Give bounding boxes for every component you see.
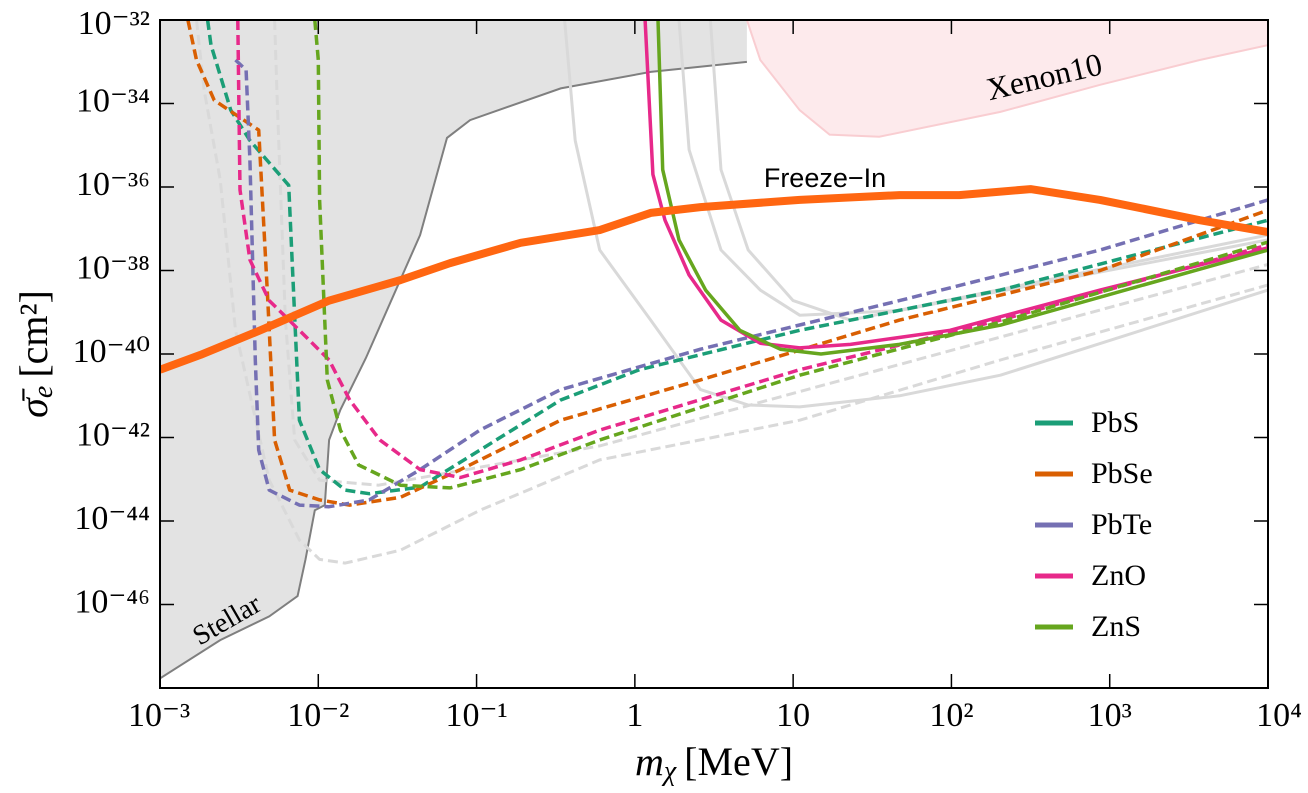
freeze-in-label: Freeze−In: [764, 163, 886, 193]
y-tick-label: 10⁻³⁶: [76, 166, 150, 203]
legend-label: PbSe: [1091, 457, 1153, 490]
x-tick-label: 10: [776, 697, 810, 734]
curve: [563, 20, 1268, 409]
curve: [708, 20, 1268, 322]
region-boundary: [160, 60, 748, 680]
curve: [236, 20, 1268, 480]
legend-label: PbTe: [1091, 508, 1152, 541]
x-tick-label: 1: [626, 697, 643, 734]
x-tick-label: 10³: [1088, 697, 1132, 734]
x-tick-label: 10²: [929, 697, 973, 734]
y-axis-label: σ̄e[cm²]: [11, 290, 59, 418]
y-tick-label: 10⁻⁴²: [76, 416, 150, 453]
y-tick-label: 10⁻³⁴: [76, 82, 150, 119]
x-tick-label: 10⁻¹: [446, 697, 508, 734]
legend-label: PbS: [1091, 406, 1139, 439]
freeze-in-line: [160, 185, 1268, 374]
x-label-subscript: χ: [661, 756, 677, 787]
y-tick-label: 10⁻⁴⁶: [74, 583, 150, 620]
plot-area: [160, 20, 1268, 680]
legend-label: ZnS: [1091, 610, 1141, 643]
x-tick-label: 10⁴: [1256, 697, 1302, 734]
x-label-unit: [MeV]: [684, 739, 793, 784]
y-label-subscript: e: [28, 386, 59, 398]
y-tick-label: 10⁻³⁸: [76, 249, 150, 286]
x-label-symbol: m: [635, 739, 664, 784]
y-tick-label: 10⁻⁴⁰: [73, 333, 150, 370]
region-fill: [746, 20, 1268, 137]
curve: [656, 20, 1268, 356]
curve: [313, 20, 1268, 490]
y-label-unit: [cm²]: [11, 290, 56, 378]
region-boundary: [745, 20, 1268, 138]
x-axis-label: mχ [MeV]: [635, 739, 793, 787]
x-tick-label: 10⁻²: [287, 697, 349, 734]
y-tick-label: 10⁻³²: [78, 5, 150, 42]
x-tick-label: 10⁻³: [128, 697, 190, 734]
curve: [234, 58, 1268, 509]
curve: [195, 20, 1268, 565]
region-fill: [160, 20, 747, 679]
y-tick-label: 10⁻⁴⁴: [74, 500, 150, 537]
curve: [643, 20, 1268, 350]
axes: 10⁻³ 10⁻² 10⁻¹ 1 10 10² 10³ 10⁴ 10⁻³² 10⁻³⁴ 10⁻³⁶ 1…: [73, 5, 1302, 734]
legend-label: ZnO: [1091, 559, 1146, 592]
